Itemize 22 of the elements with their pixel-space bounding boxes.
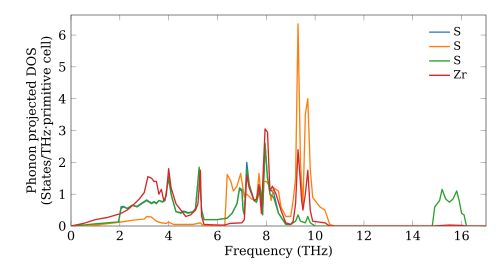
y-tick-label: 3 <box>59 126 66 136</box>
y-tick-label: 4 <box>58 94 66 104</box>
legend-label: S <box>454 56 460 64</box>
x-tick-label: 12 <box>357 230 371 240</box>
x-tick-label: 6 <box>214 230 221 240</box>
x-tick-label: 4 <box>165 230 172 240</box>
y-tick-label: 1 <box>60 189 64 199</box>
x-tick-label: 8 <box>263 230 270 240</box>
y-tick-label: 0 <box>59 221 66 231</box>
x-tick-label: 2 <box>116 230 123 240</box>
y-axis-title: Phonon projected DOS (States/THz·primitive cell) <box>26 36 54 204</box>
y-tick-label: 5 <box>59 62 66 72</box>
y-tick-label: 6 <box>59 30 66 40</box>
x-tick-label: 10 <box>308 230 322 240</box>
x-tick-label: 14 <box>406 230 420 240</box>
x-tick-label: 16 <box>455 230 469 240</box>
x-axis-title: Frequency (THz) <box>224 245 332 258</box>
legend-label: S <box>454 26 460 36</box>
y-tick-label: 2 <box>59 158 66 168</box>
legend-label: S <box>454 41 460 50</box>
x-tick-label: 0 <box>68 230 74 240</box>
legend-label: Zr <box>454 70 467 78</box>
